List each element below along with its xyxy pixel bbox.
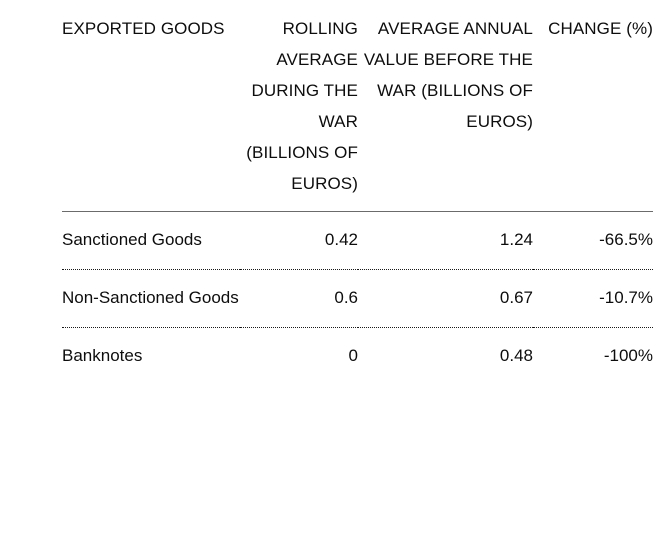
table-row: Sanctioned Goods 0.42 1.24 -66.5%: [62, 211, 653, 270]
cell-average-annual-value: 0.48: [499, 346, 533, 365]
cell-change-percent: -100%: [603, 346, 653, 365]
cell-average-annual-value: 1.24: [358, 211, 533, 270]
cell-exported-goods: Banknotes: [62, 346, 143, 365]
cell-average-annual-value: 0.67: [358, 269, 533, 328]
cell-exported-goods: Non-Sanctioned Goods: [62, 269, 240, 328]
column-header-change-percent-label: CHANGE (%): [548, 19, 653, 38]
column-header-exported-goods: EXPORTED GOODS: [62, 0, 240, 212]
table-row: Banknotes 0 0.48 -100%: [62, 328, 653, 386]
column-header-rolling-average: ROLLING AVERAGE DURING THE WAR (BILLIONS…: [240, 0, 358, 212]
cell-change-percent: -10.7%: [533, 269, 653, 328]
table-row: Non-Sanctioned Goods 0.6 0.67 -10.7%: [62, 269, 653, 328]
column-header-exported-goods-label: EXPORTED GOODS: [62, 19, 225, 38]
cell-rolling-average: 0.42: [240, 211, 358, 270]
cell-rolling-average: 0: [348, 346, 358, 365]
exported-goods-table: EXPORTED GOODS ROLLING AVERAGE DURING TH…: [62, 0, 653, 385]
table-header: EXPORTED GOODS ROLLING AVERAGE DURING TH…: [62, 0, 653, 212]
header-row: EXPORTED GOODS ROLLING AVERAGE DURING TH…: [62, 0, 653, 212]
cell-exported-goods: Sanctioned Goods: [62, 211, 240, 270]
table-body: Sanctioned Goods 0.42 1.24 -66.5% Non-Sa…: [62, 211, 653, 386]
cell-rolling-average: 0.6: [240, 269, 358, 328]
cell-change-percent: -66.5%: [533, 211, 653, 270]
column-header-change-percent: CHANGE (%): [533, 0, 653, 212]
column-header-average-annual-value: AVERAGE ANNUAL VALUE BEFORE THE WAR (BIL…: [358, 0, 533, 212]
column-header-rolling-average-label: ROLLING AVERAGE DURING THE WAR (BILLIONS…: [246, 19, 358, 193]
column-header-average-annual-value-label: AVERAGE ANNUAL VALUE BEFORE THE WAR (BIL…: [363, 19, 533, 131]
